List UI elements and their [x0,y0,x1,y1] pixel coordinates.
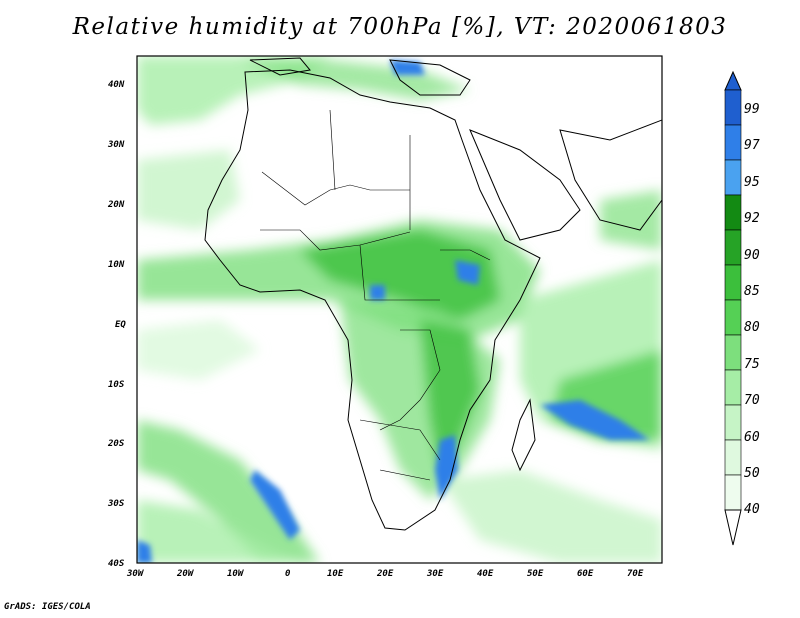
colorbar-bottom-arrow [724,509,742,546]
colorbar-label-97: 97 [744,138,760,153]
colorbar-box [724,264,742,301]
lat-tick-20s: 20S [107,439,125,449]
lat-tick-eq: EQ [115,320,126,330]
lon-tick-10e: 10E [327,569,344,579]
colorbar-label-80: 80 [744,320,760,335]
colorbar-box [724,159,742,196]
colorbar-label-92: 92 [744,211,760,226]
high-humidity-patches [137,60,650,563]
lat-tick-30s: 30S [107,499,125,509]
coastlines [204,57,662,531]
lon-tick-30e: 30E [426,569,444,579]
lon-tick-50e: 50E [527,569,544,579]
lat-tick-labels: 40N 30N 20N 10N EQ 10S 20S 30S 40S [107,80,126,569]
colorbar-box [724,299,742,336]
lon-tick-labels: 30W 20W 10W 0 10E 20E 30E 40E 50E 60E 70… [126,569,644,579]
lat-tick-40n: 40N [108,80,125,90]
lat-tick-10n: 10N [108,260,125,270]
colorbar-box [724,474,742,511]
lon-tick-40e: 40E [477,569,494,579]
colorbar-label-95: 95 [744,175,760,190]
lon-tick-20w: 20W [176,569,195,579]
colorbar-label-85: 85 [744,284,760,299]
map-frame [136,55,663,564]
colorbar-box [724,404,742,441]
lat-tick-10s: 10S [108,380,125,390]
lat-tick-20n: 20N [107,200,125,210]
colorbar-label-99: 99 [744,102,760,117]
lon-tick-60e: 60E [577,569,594,579]
colorbar-box [724,369,742,406]
colorbar-top-arrow [724,70,742,91]
colorbar-box [724,334,742,371]
lon-tick-70e: 70E [627,569,644,579]
colorbar: 99 97 95 92 90 85 80 75 70 60 50 40 [724,70,760,546]
colorbar-box [724,124,742,161]
lon-tick-0: 0 [285,569,291,579]
colorbar-label-50: 50 [744,466,760,481]
colorbar-box [724,439,742,476]
grads-credit: GrADS: IGES/COLA [4,602,91,612]
colorbar-box [724,229,742,266]
colorbar-boxes [724,89,742,511]
lon-tick-30w: 30W [126,569,145,579]
country-borders [260,109,491,481]
colorbar-label-60: 60 [744,430,760,445]
colorbar-label-90: 90 [744,248,760,263]
colorbar-label-75: 75 [744,357,760,372]
lat-tick-40s: 40S [108,559,125,569]
colorbar-label-40: 40 [744,502,760,517]
lon-tick-20e: 20E [376,569,394,579]
colorbar-label-70: 70 [744,393,760,408]
colorbar-box [724,194,742,231]
colorbar-box [724,89,742,126]
map-title: Relative humidity at 700hPa [%], VT: 202… [72,14,728,40]
lon-tick-10w: 10W [227,569,245,579]
map-panel [137,56,662,563]
lat-tick-30n: 30N [107,140,125,150]
